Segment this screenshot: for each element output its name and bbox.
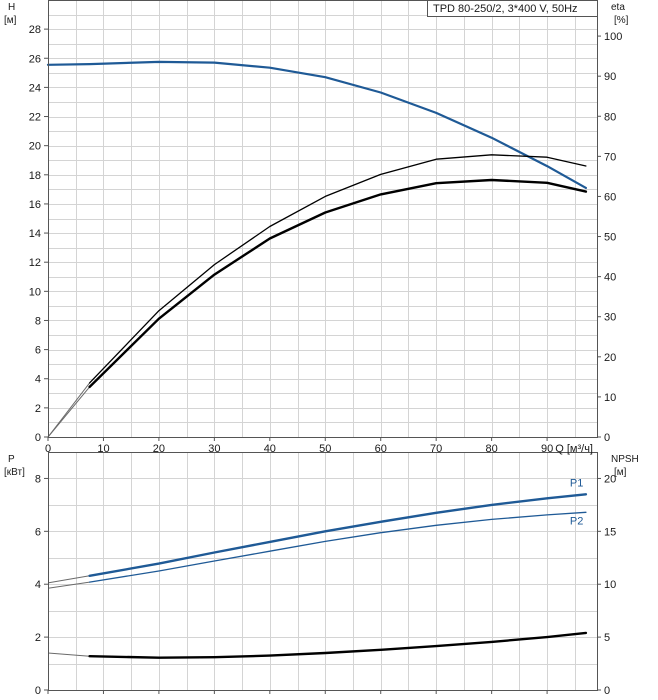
chart-title: TPD 80-250/2, 3*400 V, 50Hz: [433, 3, 578, 15]
y-axis-label-line2: [кВт]: [4, 467, 25, 478]
curve-extension-1-1: [47, 581, 90, 589]
y-tick-label: 10: [29, 286, 41, 298]
y-axis-label-line2: [м]: [4, 15, 17, 26]
y2-tick-label: 40: [604, 272, 616, 284]
y2-tick-label: 80: [604, 111, 616, 123]
y-tick-label: 6: [35, 526, 41, 538]
y-axis-label-line1: P: [8, 454, 15, 465]
y-tick-label: 2: [35, 403, 41, 415]
y2-tick-label: 15: [604, 526, 616, 538]
curve-extension-0-2: [47, 386, 90, 438]
x-tick-label: 70: [430, 443, 442, 455]
y-tick-label: 12: [29, 257, 41, 269]
y2-tick-label: 90: [604, 71, 616, 83]
x-tick-label: 50: [319, 443, 331, 455]
x-tick-label: 0: [45, 443, 51, 455]
x-tick-label: 90: [541, 443, 553, 455]
y2-axis-label-line2: [%]: [614, 15, 629, 26]
x-tick-label: 60: [375, 443, 387, 455]
y2-tick-label: 5: [604, 632, 610, 644]
x-tick-label: 80: [486, 443, 498, 455]
chart-title-box: [427, 0, 598, 17]
series-label-p1: P1: [570, 477, 583, 489]
y-tick-label: 20: [29, 141, 41, 153]
y-tick-label: 18: [29, 170, 41, 182]
y-tick-label: 16: [29, 199, 41, 211]
y-tick-label: 8: [35, 315, 41, 327]
y-tick-label: 6: [35, 345, 41, 357]
x-axis-label: Q [м³/ч]: [555, 443, 593, 455]
y-tick-label: 14: [29, 228, 41, 240]
y2-axis-label-line1: eta: [611, 2, 625, 13]
y-tick-label: 4: [35, 579, 41, 591]
y-tick-label: 4: [35, 374, 41, 386]
plot-frame-1: [48, 452, 598, 691]
y-tick-label: 26: [29, 53, 41, 65]
y-tick-label: 2: [35, 632, 41, 644]
y-tick-label: 22: [29, 112, 41, 124]
y2-tick-label: 20: [604, 352, 616, 364]
y2-tick-label: 30: [604, 312, 616, 324]
series-label-p2: P2: [570, 515, 583, 527]
y-tick-label: 8: [35, 473, 41, 485]
y2-tick-label: 10: [604, 392, 616, 404]
y2-tick-label: 50: [604, 232, 616, 244]
y2-tick-label: 0: [604, 432, 610, 444]
curve-extension-1-2: [47, 652, 90, 657]
series-line-0-2: [88, 178, 588, 389]
y-tick-label: 0: [35, 685, 41, 697]
y2-axis-label-line2: [м]: [614, 467, 627, 478]
y-tick-label: 24: [29, 82, 41, 94]
curve-extension-1-0: [47, 575, 90, 584]
y2-tick-label: 20: [604, 473, 616, 485]
y2-tick-label: 0: [604, 685, 610, 697]
y2-tick-label: 60: [604, 191, 616, 203]
series-line-0-1: [88, 154, 587, 384]
y-tick-label: 28: [29, 24, 41, 36]
x-tick-label: 40: [264, 443, 276, 455]
x-tick-label: 10: [97, 443, 109, 455]
x-tick-label: 20: [153, 443, 165, 455]
y2-axis-label-line1: NPSH: [611, 454, 639, 465]
plot-frame-0: [48, 0, 598, 438]
y2-tick-label: 100: [604, 31, 622, 43]
y-axis-label-line1: H: [8, 2, 15, 13]
series-line-1-0: [88, 493, 588, 577]
series-line-1-2: [88, 631, 588, 659]
y2-tick-label: 70: [604, 151, 616, 163]
y2-tick-label: 10: [604, 579, 616, 591]
y-tick-label: 0: [35, 432, 41, 444]
x-tick-label: 30: [208, 443, 220, 455]
series-line-1-1: [88, 511, 587, 583]
